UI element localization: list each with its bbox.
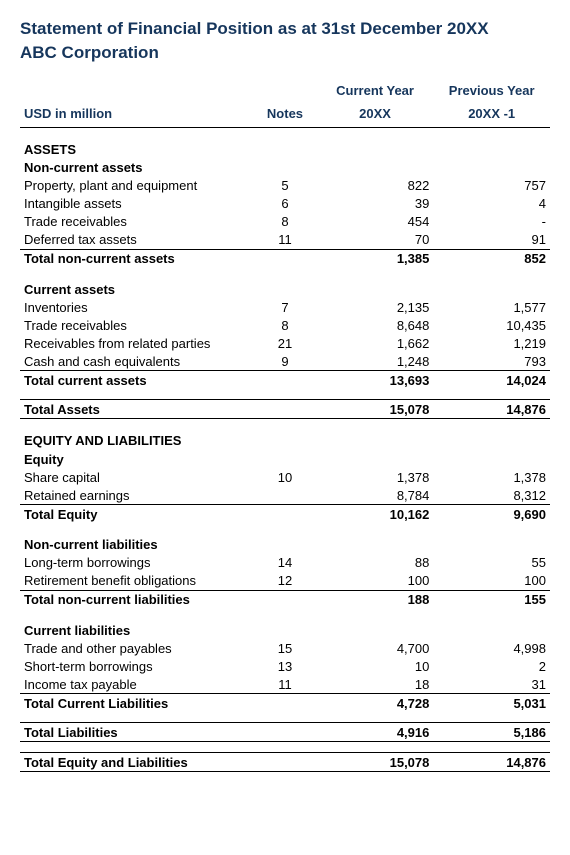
col-cy-top: Current Year [317, 81, 434, 104]
grand-total-row: Total Assets15,07814,876 [20, 400, 550, 419]
total-row: Total Current Liabilities4,7285,031 [20, 694, 550, 713]
table-row: Receivables from related parties211,6621… [20, 334, 550, 352]
section-el: EQUITY AND LIABILITIES [20, 419, 550, 450]
table-row: Long-term borrowings148855 [20, 554, 550, 572]
grand-total-row: Total Equity and Liabilities15,07814,876 [20, 753, 550, 772]
section-ca: Current assets [20, 268, 550, 299]
col-notes: Notes [253, 104, 317, 128]
total-row: Total Equity10,1629,690 [20, 505, 550, 524]
table-row: Trade and other payables154,7004,998 [20, 639, 550, 657]
table-row: Deferred tax assets117091 [20, 231, 550, 250]
table-row: Income tax payable111831 [20, 675, 550, 694]
financial-table: Current Year Previous Year USD in millio… [20, 81, 550, 773]
section-cl: Current liabilities [20, 609, 550, 640]
section-nca: Non-current assets [20, 158, 550, 177]
table-row: Short-term borrowings13102 [20, 657, 550, 675]
col-cy-bot: 20XX [317, 104, 434, 128]
col-py-top: Previous Year [433, 81, 550, 104]
company-name: ABC Corporation [20, 43, 550, 63]
table-row: Trade receivables88,64810,435 [20, 316, 550, 334]
table-row: Property, plant and equipment5822757 [20, 177, 550, 195]
section-ncl: Non-current liabilities [20, 523, 550, 554]
grand-total-row: Total Liabilities4,9165,186 [20, 723, 550, 742]
table-row: Trade receivables8454- [20, 213, 550, 231]
table-row: Intangible assets6394 [20, 195, 550, 213]
table-row: Retirement benefit obligations12100100 [20, 572, 550, 591]
total-row: Total non-current liabilities188155 [20, 590, 550, 609]
statement-title: Statement of Financial Position as at 31… [20, 18, 550, 41]
table-row: Cash and cash equivalents91,248793 [20, 352, 550, 371]
col-unit: USD in million [20, 104, 253, 128]
section-eq: Equity [20, 450, 550, 469]
total-row: Total current assets13,69314,024 [20, 371, 550, 390]
table-row: Retained earnings8,7848,312 [20, 486, 550, 505]
table-row: Share capital101,3781,378 [20, 468, 550, 486]
col-py-bot: 20XX -1 [433, 104, 550, 128]
total-row: Total non-current assets1,385852 [20, 249, 550, 268]
table-row: Inventories72,1351,577 [20, 298, 550, 316]
section-assets: ASSETS [20, 127, 550, 158]
